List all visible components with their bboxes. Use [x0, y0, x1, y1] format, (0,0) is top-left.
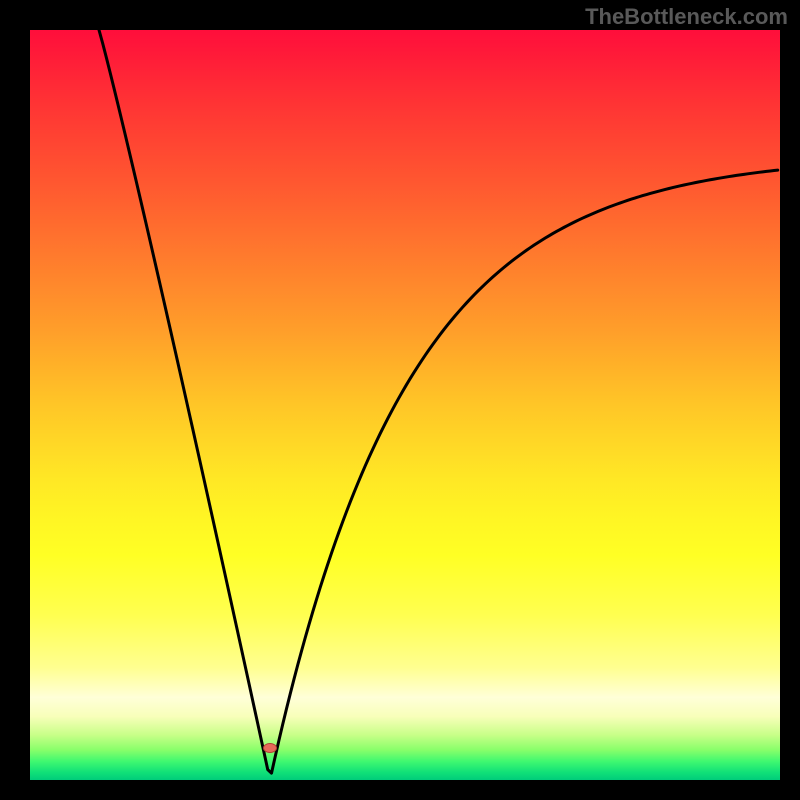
- minimum-marker: [263, 743, 277, 753]
- chart-container: { "attribution": { "text": "TheBottlenec…: [0, 0, 800, 800]
- curve-layer: [0, 0, 800, 800]
- bottleneck-curve: [99, 30, 778, 773]
- attribution-text: TheBottleneck.com: [585, 4, 788, 30]
